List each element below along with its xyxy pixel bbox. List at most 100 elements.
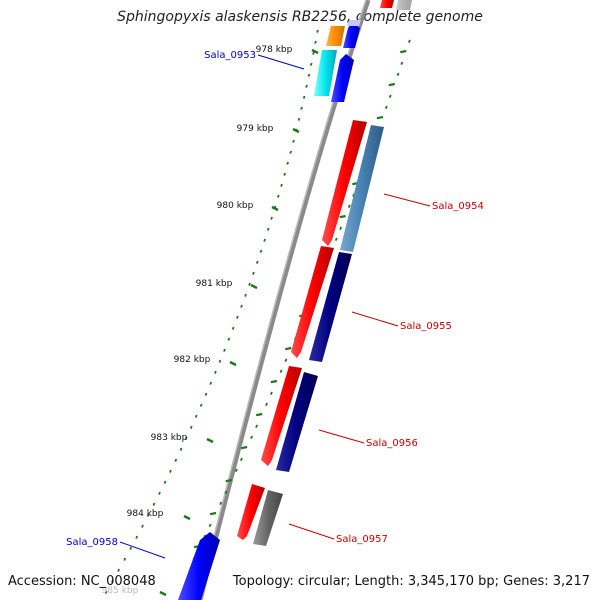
- gene-leader-line: [351, 311, 399, 327]
- outer-tick: [209, 511, 217, 516]
- inner-tick: [309, 62, 313, 66]
- ruler-tick-label: 980 kbp: [217, 201, 254, 211]
- feature-top-gray: [396, 0, 412, 10]
- inner-tick: [240, 304, 243, 308]
- inner-tick: [123, 557, 127, 561]
- ruler-major-tick: [229, 360, 237, 367]
- outer-tick: [265, 402, 268, 406]
- inner-tick: [307, 73, 311, 77]
- inner-tick: [218, 359, 222, 363]
- outer-tick: [339, 226, 343, 230]
- gene-leader-line: [383, 193, 431, 207]
- feature-sala-0955-cds: [291, 246, 334, 358]
- inner-tick: [158, 491, 161, 495]
- gene-leader-line: [257, 54, 305, 70]
- inner-tick: [248, 282, 251, 286]
- inner-tick: [255, 260, 259, 264]
- outer-tick: [224, 490, 228, 494]
- inner-tick: [292, 139, 295, 143]
- outer-tick: [270, 379, 278, 384]
- feature-orange: [326, 26, 345, 46]
- feature-sala-0955-orf: [309, 252, 352, 362]
- outer-tick: [384, 105, 388, 109]
- inner-tick: [231, 326, 235, 330]
- inner-tick: [305, 84, 308, 88]
- inner-tick: [169, 469, 172, 473]
- inner-tick: [244, 293, 247, 297]
- outer-tick: [400, 49, 407, 54]
- ruler-tick-label: 978 kbp: [256, 45, 293, 55]
- inner-tick: [316, 29, 319, 33]
- inner-tick: [135, 535, 138, 539]
- gene-label[interactable]: Sala_0954: [432, 201, 484, 212]
- outer-tick: [250, 435, 253, 439]
- feature-sala-0957-orf: [253, 490, 283, 546]
- outer-tick: [234, 468, 238, 472]
- outer-tick: [339, 214, 346, 219]
- inner-tick: [312, 51, 315, 55]
- outer-tick: [225, 478, 232, 483]
- inner-tick: [117, 568, 120, 572]
- inner-tick: [163, 480, 167, 484]
- inner-tick: [314, 40, 317, 44]
- ruler-major-tick: [183, 514, 191, 521]
- feature-sala-0957-cds: [237, 484, 265, 540]
- inner-tick: [141, 524, 144, 528]
- gene-label[interactable]: Sala_0953: [204, 50, 256, 61]
- inner-tick: [184, 436, 188, 440]
- feature-sala-0956-orf: [276, 372, 318, 472]
- inner-tick: [266, 227, 270, 231]
- outer-tick: [376, 115, 384, 120]
- inner-tick: [199, 403, 203, 407]
- inner-tick: [289, 150, 292, 154]
- ruler-major-tick: [292, 127, 300, 134]
- inner-tick: [146, 513, 150, 517]
- outer-tick: [240, 457, 243, 461]
- inner-tick: [280, 183, 283, 187]
- inner-tick: [259, 249, 263, 253]
- inner-tick: [263, 238, 266, 242]
- feature-blue-small: [343, 22, 360, 48]
- ruler-tick-label: 985 kbp: [102, 586, 139, 596]
- inner-tick-ruler: [104, 29, 319, 594]
- feature-lavender-small: [347, 20, 361, 26]
- outer-tick: [285, 346, 292, 351]
- outer-tick: [219, 501, 223, 505]
- outer-tick-ring: [192, 39, 411, 560]
- feature-sala-0954-cds: [322, 120, 367, 246]
- outer-tick: [255, 424, 258, 428]
- inner-tick: [209, 381, 213, 385]
- inner-tick: [104, 590, 108, 594]
- ruler-major-tick: [159, 590, 167, 597]
- gene-labels: Sala_0953 Sala_0954 Sala_0955 Sala_0956 Sala…: [66, 50, 484, 559]
- ruler-major-tick: [250, 283, 258, 290]
- gene-label[interactable]: Sala_0958: [66, 537, 118, 548]
- inner-tick: [214, 370, 217, 374]
- inner-tick: [129, 546, 133, 550]
- inner-tick: [189, 425, 193, 429]
- outer-tick: [279, 369, 283, 373]
- gene-leader-line: [318, 429, 365, 444]
- inner-tick: [204, 392, 208, 396]
- outer-tick: [347, 204, 351, 208]
- inner-tick: [297, 117, 301, 121]
- ruler-major-tick: [311, 48, 319, 55]
- ruler-tick-labels: 978 kbp 979 kbp 980 kbp 981 kbp 982 kbp 983 k…: [102, 45, 319, 597]
- gene-label[interactable]: Sala_0956: [366, 438, 418, 449]
- outer-tick: [269, 391, 273, 395]
- gene-leader-line: [119, 541, 166, 559]
- inner-tick: [276, 194, 280, 198]
- feature-sala-0954-orf: [340, 125, 384, 252]
- outer-tick: [400, 61, 404, 65]
- gene-label[interactable]: Sala_0955: [400, 321, 452, 332]
- inner-tick: [174, 458, 178, 462]
- ruler-tick-label: 984 kbp: [127, 509, 164, 519]
- inner-tick: [111, 579, 114, 583]
- inner-tick: [283, 172, 286, 176]
- ruler-tick-label: 981 kbp: [196, 279, 233, 289]
- outer-tick: [407, 39, 411, 43]
- ruler-tick-label: 983 kbp: [151, 433, 188, 443]
- gene-label[interactable]: Sala_0957: [336, 534, 388, 545]
